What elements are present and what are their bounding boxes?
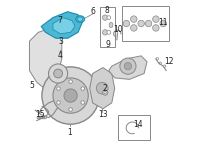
Polygon shape <box>90 68 115 109</box>
Text: 9: 9 <box>106 40 111 49</box>
Circle shape <box>42 67 99 124</box>
Circle shape <box>104 91 106 94</box>
Circle shape <box>57 87 60 90</box>
Ellipse shape <box>76 16 85 22</box>
Text: 12: 12 <box>164 57 174 66</box>
Text: 10: 10 <box>113 25 122 34</box>
Circle shape <box>53 78 88 113</box>
Circle shape <box>107 30 111 34</box>
Text: 15: 15 <box>36 110 45 119</box>
Circle shape <box>57 101 60 104</box>
Circle shape <box>145 20 152 27</box>
Circle shape <box>160 20 166 27</box>
Circle shape <box>153 25 159 31</box>
Circle shape <box>102 15 108 20</box>
Circle shape <box>138 20 144 27</box>
Bar <box>100 7 115 47</box>
Circle shape <box>102 30 108 35</box>
Circle shape <box>96 82 108 94</box>
Polygon shape <box>29 29 62 88</box>
Text: 11: 11 <box>158 17 168 27</box>
Circle shape <box>69 80 72 83</box>
Ellipse shape <box>109 22 113 28</box>
Circle shape <box>81 101 84 104</box>
Text: 5: 5 <box>29 81 34 90</box>
Text: 2: 2 <box>103 84 108 93</box>
Text: 1: 1 <box>67 128 72 137</box>
Text: 8: 8 <box>104 6 109 15</box>
Polygon shape <box>53 18 75 34</box>
Text: 7: 7 <box>57 16 62 25</box>
Circle shape <box>64 89 77 102</box>
Polygon shape <box>109 56 147 79</box>
Circle shape <box>124 62 132 70</box>
Circle shape <box>123 20 130 27</box>
Circle shape <box>107 16 111 20</box>
Text: 6: 6 <box>91 7 96 16</box>
Bar <box>118 115 150 140</box>
Polygon shape <box>41 12 82 38</box>
Circle shape <box>153 16 159 22</box>
Circle shape <box>69 108 72 111</box>
Circle shape <box>49 64 68 83</box>
Circle shape <box>54 69 63 78</box>
Text: 14: 14 <box>133 120 143 130</box>
Bar <box>122 6 169 41</box>
Circle shape <box>81 87 84 90</box>
Circle shape <box>131 16 137 22</box>
Circle shape <box>120 58 136 74</box>
Text: 4: 4 <box>57 51 62 60</box>
Text: 13: 13 <box>98 110 108 119</box>
Circle shape <box>102 90 108 95</box>
Text: 3: 3 <box>59 37 63 46</box>
Ellipse shape <box>78 17 83 21</box>
Circle shape <box>131 25 137 31</box>
